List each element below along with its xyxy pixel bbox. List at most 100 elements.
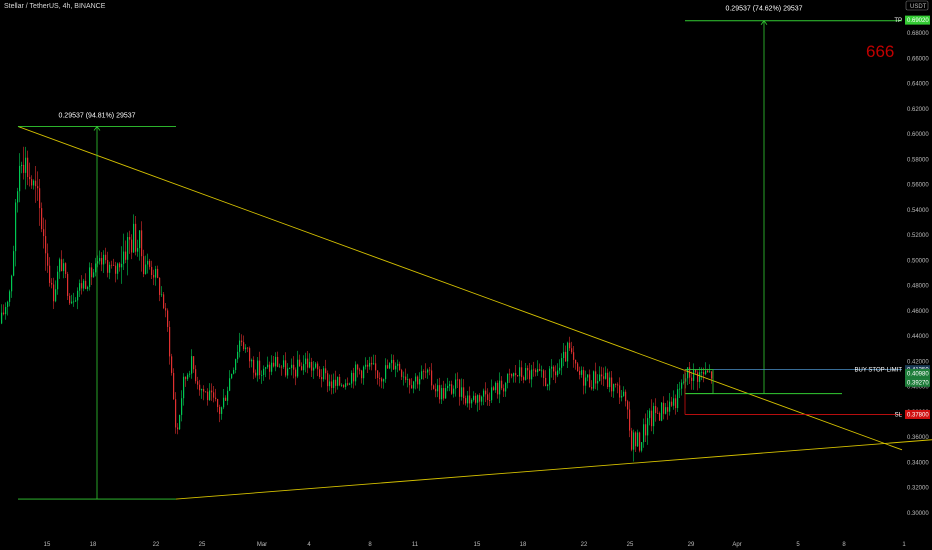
candle-body [69, 295, 71, 304]
price-tag-value: 0.39270 [907, 380, 929, 386]
candle-body [33, 180, 35, 186]
candle-body [709, 371, 711, 373]
x-tick-label: Apr [732, 542, 741, 548]
candle-body [1, 312, 3, 324]
candle-body [505, 383, 507, 392]
y-tick-label: 0.68000 [907, 31, 929, 37]
candle-body [203, 389, 205, 392]
ascending-trendline [175, 439, 932, 500]
candle-body [445, 388, 447, 399]
candle-body [19, 165, 21, 192]
candle-body [231, 373, 233, 379]
candle-body [143, 256, 145, 275]
candle-body [667, 407, 669, 412]
candle-body [493, 387, 495, 391]
candle-body [421, 371, 423, 380]
candle-body [127, 237, 129, 260]
candle-body [623, 391, 625, 396]
candle-body [39, 188, 41, 209]
candle-body [459, 379, 461, 397]
candle-body [649, 410, 651, 419]
candle-body [559, 367, 561, 371]
candle-body [257, 360, 259, 376]
chart-title: Stellar / TetherUS, 4h, BINANCE [4, 3, 106, 10]
candle-body [393, 359, 395, 370]
y-tick-label: 0.60000 [907, 132, 929, 138]
candle-body [321, 377, 323, 380]
candle-body [647, 418, 649, 436]
labels: 0.29537 (94.81%) 29537 0.29537 (74.62%) 2… [58, 6, 930, 419]
candle-body [265, 367, 267, 369]
y-tick-label: 0.62000 [907, 107, 929, 113]
candle-body [415, 376, 417, 382]
candle-body [593, 371, 595, 389]
x-tick-label: 22 [581, 542, 588, 548]
candle-body [553, 366, 555, 372]
x-tick-label: Mar [257, 542, 267, 548]
candle-body [249, 348, 251, 362]
candle-body [317, 363, 319, 370]
candle-body [17, 191, 19, 203]
candle-body [475, 395, 477, 403]
candle-body [637, 432, 639, 447]
candle-body [45, 236, 47, 254]
candle-body [37, 186, 39, 189]
candle-body [65, 263, 67, 274]
candle-body [337, 376, 339, 386]
candle-body [333, 379, 335, 388]
candle-body [217, 399, 219, 407]
candle-body [363, 366, 365, 379]
candle-body [207, 391, 209, 400]
x-tick-label: 15 [474, 542, 481, 548]
candle-body [155, 268, 157, 278]
candle-body [461, 387, 463, 397]
candle-body [271, 362, 273, 372]
range-arrow [93, 125, 101, 131]
candle-body [683, 381, 685, 383]
candle-body [355, 364, 357, 382]
candle-body [429, 369, 431, 371]
candle-body [517, 375, 519, 377]
candle-body [49, 265, 51, 283]
candle-body [91, 267, 93, 278]
candle-body [521, 367, 523, 378]
candle-body [183, 376, 185, 399]
candle-body [311, 361, 313, 371]
candle-body [519, 367, 521, 377]
x-tick-label: 8 [368, 542, 372, 548]
candle-body [707, 370, 709, 373]
candle-body [5, 306, 7, 315]
price-tag-value: 0.40980 [907, 371, 929, 377]
candle-body [275, 356, 277, 367]
price-tag-box [905, 377, 930, 387]
candle-body [477, 395, 479, 403]
candle-body [641, 442, 643, 451]
candle-body [611, 377, 613, 392]
candle-body [401, 370, 403, 377]
candle-body [99, 258, 101, 262]
candle-body [705, 370, 707, 375]
candle-body [171, 356, 173, 373]
candle-body [125, 251, 127, 260]
time-axis: 15 18 22 25 Mar 4 8 11 15 18 22 25 29 Apr 5 8 1 [44, 542, 907, 548]
currency-label: USDT [910, 4, 927, 10]
candle-body [423, 371, 425, 373]
drawings [17, 20, 932, 500]
candle-body [695, 369, 697, 373]
candle-body [543, 370, 545, 378]
candle-body [523, 377, 525, 380]
candle-body [345, 383, 347, 387]
candle-body [463, 387, 465, 399]
price-tag-box [905, 15, 930, 25]
candle-body [13, 251, 15, 276]
candle-body [653, 406, 655, 427]
candle-body [567, 342, 569, 362]
candle-body [55, 289, 57, 302]
candle-body [273, 362, 275, 367]
candle-body [699, 372, 701, 382]
candle-body [185, 376, 187, 380]
candle-body [627, 401, 629, 410]
candle-body [675, 398, 677, 409]
candle-body [35, 180, 37, 187]
